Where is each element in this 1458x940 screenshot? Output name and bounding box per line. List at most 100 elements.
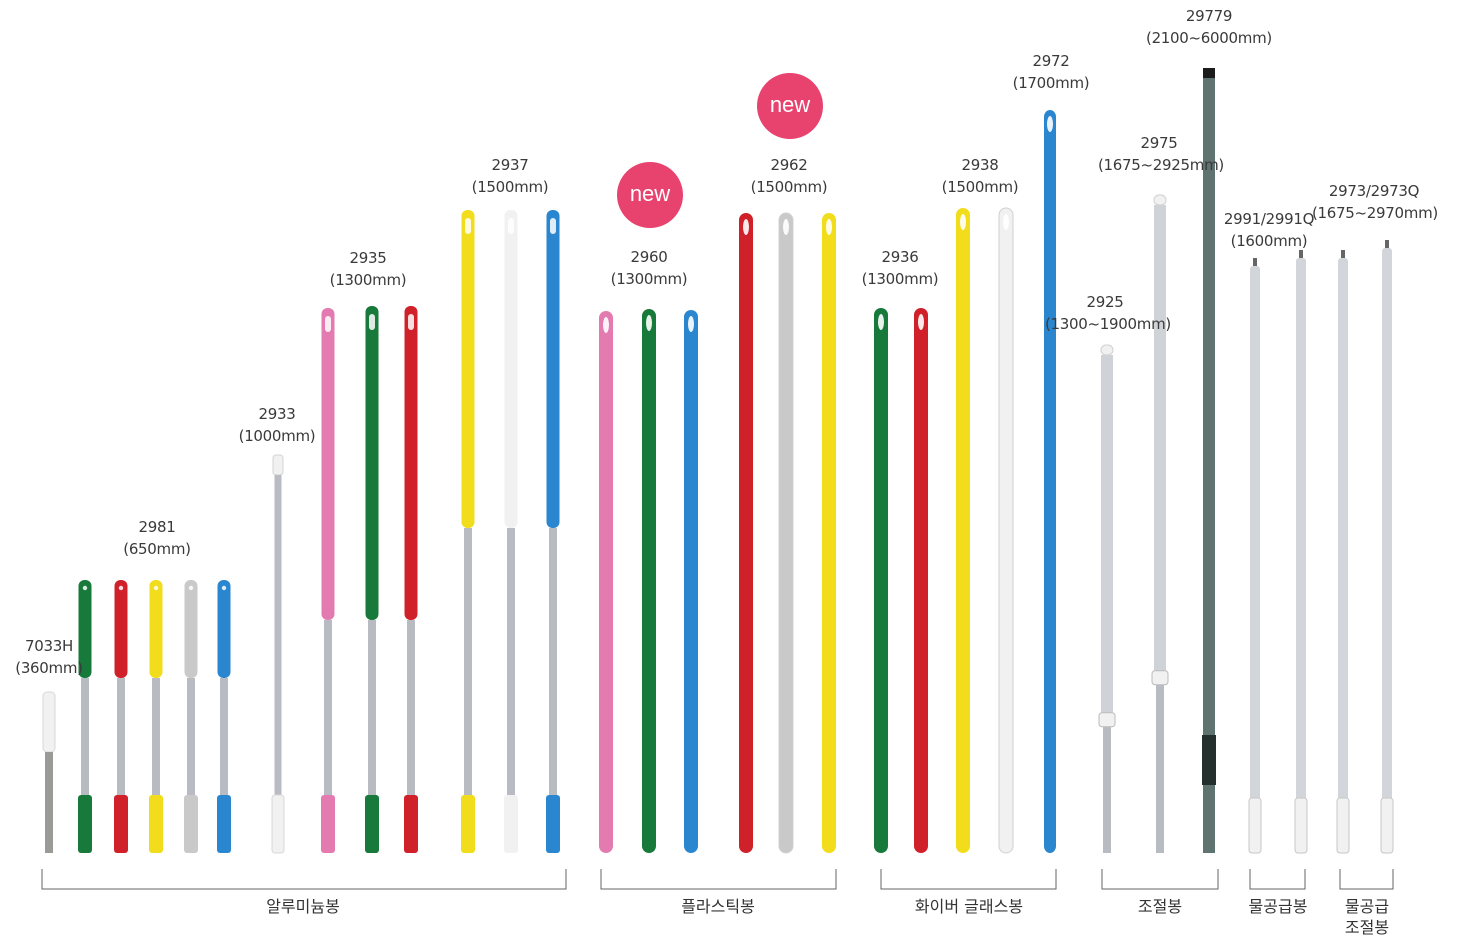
shaft xyxy=(1382,248,1392,853)
shaft xyxy=(1250,266,1260,853)
end-fitting xyxy=(461,795,475,853)
product-size: (2100~6000mm) xyxy=(1146,29,1272,47)
label-2981: 2981 (650mm) xyxy=(112,516,202,560)
label-2962: 2962 (1500mm) xyxy=(744,154,834,198)
product-size: (1675~2970mm) xyxy=(1312,204,1438,222)
end-fitting xyxy=(1294,797,1308,854)
product-code: 2991/2991Q xyxy=(1223,210,1315,228)
product-size: (1500mm) xyxy=(941,178,1019,196)
hang-hole xyxy=(826,219,832,235)
handle-2981-grey xyxy=(184,580,198,853)
shaft xyxy=(778,212,794,854)
new-badge: new xyxy=(617,162,683,228)
product-size: (1300mm) xyxy=(861,270,939,288)
label-2937: 2937 (1500mm) xyxy=(465,154,555,198)
label-2973: 2973/2973Q (1675~2970mm) xyxy=(1312,180,1438,224)
hang-hole xyxy=(550,218,556,234)
product-code: 2925 xyxy=(1086,293,1124,311)
product-code: 7033H xyxy=(25,637,73,655)
product-code: 29779 xyxy=(1185,7,1233,25)
end-fitting xyxy=(1336,797,1350,854)
handle-2938-white xyxy=(998,207,1014,854)
grip xyxy=(504,210,518,528)
handle-2937-yellow xyxy=(461,210,475,853)
hang-hole xyxy=(188,585,194,591)
handle-29779-dark-grey xyxy=(1202,68,1216,853)
end-fitting xyxy=(271,794,285,854)
handle-2981-green xyxy=(78,580,92,853)
handle-2925-white xyxy=(1098,344,1116,853)
nozzle xyxy=(1253,258,1257,268)
end-fitting xyxy=(321,795,335,853)
hang-hole xyxy=(221,585,227,591)
handle-2962-red xyxy=(739,213,753,853)
hang-hole xyxy=(878,314,884,330)
product-code: 2937 xyxy=(491,156,529,174)
end-fitting xyxy=(114,795,128,853)
shaft xyxy=(507,528,515,795)
handle-2960-pink xyxy=(599,311,613,853)
label-2938: 2938 (1500mm) xyxy=(935,154,1025,198)
end-fitting xyxy=(1380,797,1394,854)
end-fitting xyxy=(504,795,518,853)
handle-2981-yellow xyxy=(149,580,163,853)
hang-hole xyxy=(688,316,694,332)
bracket-telescopic xyxy=(1101,869,1219,890)
shaft xyxy=(187,678,195,795)
shaft xyxy=(220,678,228,795)
handle-2935-green xyxy=(365,306,379,853)
handle-2962-grey xyxy=(778,212,794,854)
product-size: (1500mm) xyxy=(750,178,828,196)
shaft xyxy=(1338,258,1348,853)
handle-2981-blue xyxy=(217,580,231,853)
shaft xyxy=(464,528,472,795)
hang-hole xyxy=(603,317,609,333)
label-2936: 2936 (1300mm) xyxy=(855,246,945,290)
product-size: (1300mm) xyxy=(610,270,688,288)
handle-2991q-grey xyxy=(1294,250,1308,854)
inner-tube xyxy=(1103,720,1111,853)
handle-2960-blue xyxy=(684,310,698,853)
shaft xyxy=(407,620,415,795)
cap xyxy=(272,454,284,476)
product-code: 2975 xyxy=(1140,134,1178,152)
shaft xyxy=(1296,258,1306,853)
product-size: (1300mm) xyxy=(329,271,407,289)
hang-hole xyxy=(369,314,375,330)
product-code: 2960 xyxy=(630,248,668,266)
handle-2938-yellow xyxy=(956,208,970,853)
group-label-fiberglass: 화이버 글래스봉 xyxy=(914,897,1024,916)
label-2972: 2972 (1700mm) xyxy=(1006,50,1096,94)
group-label-telescopic: 조절봉 xyxy=(1137,897,1183,916)
group-label-plastic: 플라스틱봉 xyxy=(681,897,755,916)
handle-2936-red xyxy=(914,308,928,853)
end-fitting xyxy=(1248,797,1262,854)
product-code: 2972 xyxy=(1032,52,1070,70)
shaft xyxy=(117,678,125,795)
twist-lock xyxy=(1151,670,1169,686)
product-code: 2981 xyxy=(138,518,176,536)
nozzle xyxy=(1385,240,1389,250)
shaft xyxy=(45,752,53,853)
shaft xyxy=(998,207,1014,854)
handle-2960-green xyxy=(642,309,656,853)
hang-hole xyxy=(918,314,924,330)
grip xyxy=(78,580,92,678)
shaft xyxy=(152,678,160,795)
end-fitting xyxy=(149,795,163,853)
end-fitting xyxy=(78,795,92,853)
grip xyxy=(114,580,128,678)
inner-tube xyxy=(1156,678,1164,853)
product-size: (1700mm) xyxy=(1012,74,1090,92)
nozzle xyxy=(1341,250,1345,260)
bracket-waterfed-telescopic xyxy=(1339,869,1394,890)
bracket-fiberglass xyxy=(880,869,1057,890)
hang-hole xyxy=(1047,116,1053,132)
handle-7033h-white xyxy=(42,691,56,853)
end-fitting xyxy=(404,795,418,853)
hang-hole xyxy=(960,214,966,230)
handle-2937-white xyxy=(504,210,518,853)
handle-2937-blue xyxy=(546,210,560,853)
handle-2981-red xyxy=(114,580,128,853)
